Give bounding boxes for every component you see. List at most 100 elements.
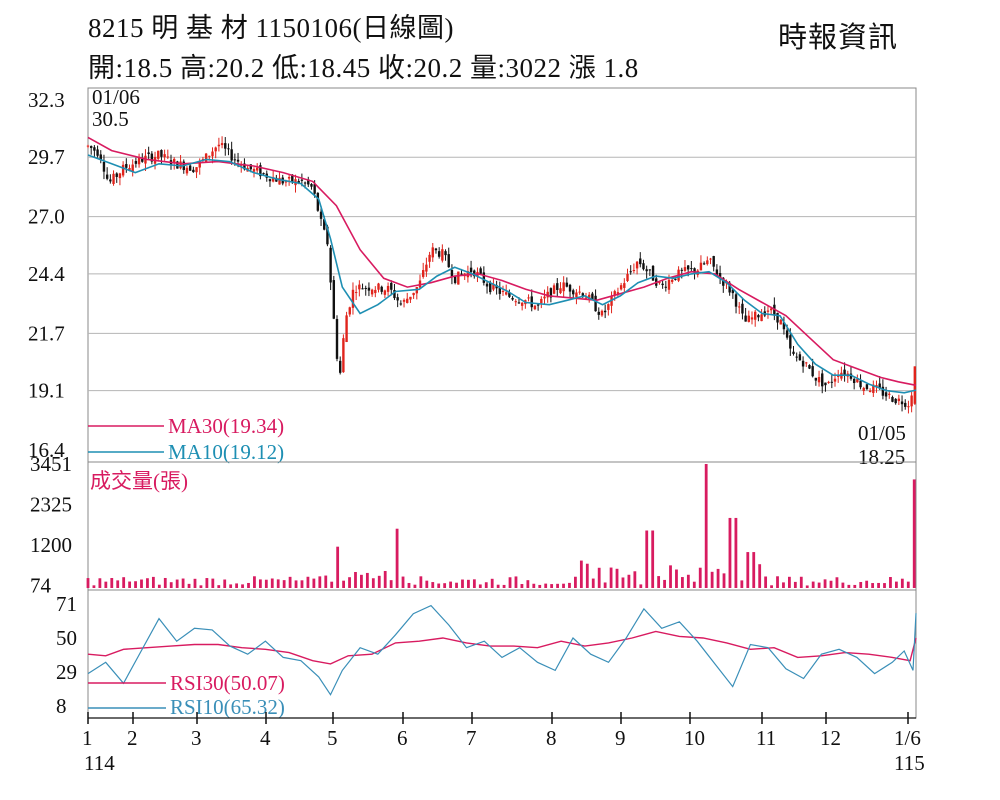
volume-panel-frame xyxy=(87,461,917,591)
volume-bar xyxy=(157,584,161,588)
candle-body xyxy=(651,265,655,281)
candle-body xyxy=(619,285,623,290)
candle-body xyxy=(575,292,578,298)
candle-body xyxy=(383,290,387,295)
candle-body xyxy=(370,289,374,295)
candle-body xyxy=(562,282,565,292)
candle-body xyxy=(517,302,521,304)
candle-body xyxy=(386,285,390,292)
candle-body xyxy=(249,164,253,170)
volume-bar xyxy=(116,580,120,588)
candle-body xyxy=(750,317,754,320)
candle-body xyxy=(469,267,473,273)
candle-body xyxy=(425,264,428,272)
candle-body xyxy=(431,247,434,258)
candle-body xyxy=(230,149,233,161)
candle-body xyxy=(166,156,170,158)
candle-body xyxy=(639,258,642,265)
candle-body xyxy=(693,268,696,273)
candle-body xyxy=(150,153,154,162)
min-date-label: 01/05 xyxy=(858,421,906,445)
volume-bar xyxy=(894,581,898,588)
volume-bar xyxy=(912,479,916,588)
candle-body xyxy=(112,173,115,184)
candle-body xyxy=(801,360,805,367)
candle-body xyxy=(364,287,367,289)
volume-bar xyxy=(817,582,821,588)
candle-body xyxy=(338,360,342,373)
candle-body xyxy=(243,163,246,170)
price-panel-frame xyxy=(87,87,917,463)
candle-body xyxy=(629,271,632,273)
ma30-line xyxy=(87,136,917,387)
candle-body xyxy=(128,167,131,171)
candle-body xyxy=(236,159,240,162)
candle-body xyxy=(396,297,399,301)
x-tick-label: 12 xyxy=(820,726,841,750)
volume-bar xyxy=(734,517,738,588)
candle-body xyxy=(782,322,786,330)
candle-body xyxy=(648,269,652,271)
volume-bar xyxy=(324,575,328,588)
candle-body xyxy=(255,167,259,171)
candle-body xyxy=(578,291,581,293)
candle-body xyxy=(99,154,102,160)
candle-body xyxy=(900,401,904,405)
volume-bar xyxy=(574,576,577,588)
candle-body xyxy=(342,338,345,373)
x-tick-label: 5 xyxy=(327,726,338,750)
candle-body xyxy=(785,330,789,338)
volume-bar xyxy=(556,583,559,588)
max-date-label: 01/06 xyxy=(92,85,140,109)
candle-body xyxy=(543,296,546,299)
candle-body xyxy=(402,299,406,302)
candle-body xyxy=(204,153,208,163)
candle-body xyxy=(131,164,134,172)
candle-body xyxy=(744,315,747,322)
candle-body xyxy=(597,311,600,315)
volume-bar xyxy=(900,578,904,588)
candle-body xyxy=(587,294,591,300)
volume-tick-label: 74 xyxy=(30,573,52,597)
candle-body xyxy=(798,354,802,361)
volume-bar xyxy=(508,577,512,588)
candle-body xyxy=(549,288,553,298)
candle-body xyxy=(520,302,524,306)
candle-body xyxy=(160,150,163,157)
volume-bar xyxy=(639,584,643,588)
volume-bar xyxy=(140,579,143,588)
volume-bar xyxy=(686,574,690,588)
candle-body xyxy=(291,174,294,183)
candle-body xyxy=(201,158,205,160)
candle-body xyxy=(399,303,403,305)
candle-body xyxy=(581,293,585,297)
candle-body xyxy=(674,278,677,280)
candle-body xyxy=(884,392,888,397)
candle-body xyxy=(86,145,90,147)
volume-bar xyxy=(633,571,637,588)
volume-bar xyxy=(520,584,524,588)
candle-body xyxy=(616,292,620,295)
candle-body xyxy=(572,290,575,295)
volume-bar xyxy=(365,572,369,588)
volume-bar xyxy=(86,578,90,588)
candle-body xyxy=(93,147,96,151)
candle-body xyxy=(702,263,706,265)
volume-bar xyxy=(342,580,345,588)
candle-body xyxy=(421,270,425,277)
candle-body xyxy=(591,293,594,300)
volume-bar xyxy=(146,578,149,588)
candle-body xyxy=(437,251,441,257)
candle-body xyxy=(859,380,862,388)
candle-body xyxy=(645,269,648,272)
candle-body xyxy=(105,174,109,179)
candle-body xyxy=(706,260,709,265)
volume-bar xyxy=(799,576,803,588)
candle-body xyxy=(805,362,808,364)
candle-body xyxy=(278,177,281,185)
price-tick-label: 27.0 xyxy=(28,205,65,229)
price-summary: 開:18.5 高:20.2 低:18.45 收:20.2 量:3022 漲 1.… xyxy=(88,53,639,83)
volume-bar xyxy=(550,584,554,588)
candle-body xyxy=(498,287,502,294)
candle-body xyxy=(300,179,304,181)
